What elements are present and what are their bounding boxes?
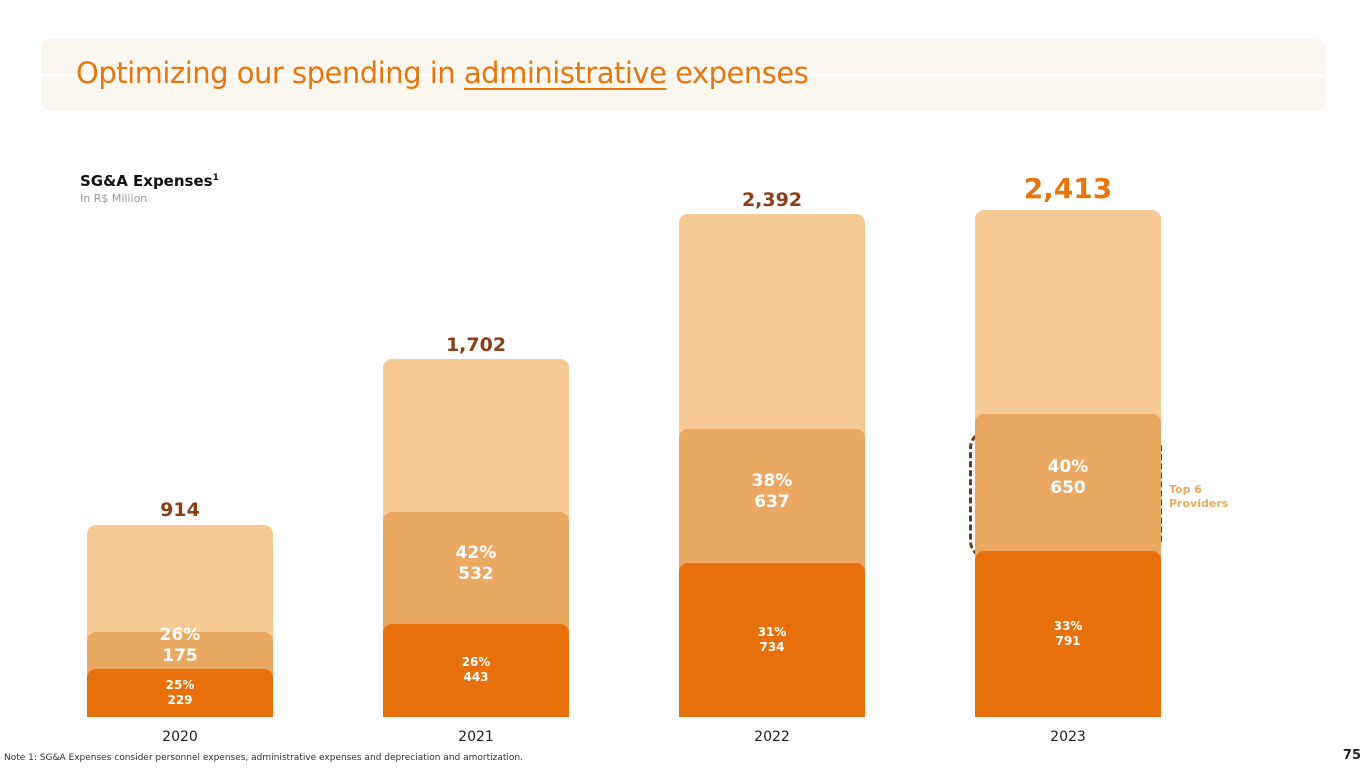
- data-label-2020-s1: 25% 229: [87, 678, 273, 708]
- data-label-2023-s1: 33% 791: [975, 619, 1161, 649]
- bar-segment-2020-s1: [87, 668, 273, 717]
- total-label-2020: 914: [160, 499, 200, 522]
- total-label-2021: 1,702: [445, 333, 507, 356]
- value-label: 637: [754, 491, 790, 512]
- total-label-2022: 2,392: [741, 188, 803, 211]
- pct-label: 33%: [1053, 618, 1083, 633]
- chart-title: SG&A Expenses1: [80, 172, 219, 190]
- value-label: 650: [1050, 478, 1086, 499]
- bar-segment-2023-s1: [975, 550, 1161, 717]
- page-title-before: Optimizing our spending in: [76, 56, 464, 90]
- bar-segment-2022-s2: [679, 428, 865, 572]
- x-tick-2023: 2023: [1050, 729, 1086, 745]
- data-label-2022-s1: 31% 734: [679, 625, 865, 655]
- page-title: Optimizing our spending in administrativ…: [76, 56, 809, 90]
- x-tick-2021: 2021: [458, 729, 494, 745]
- value-label: 229: [167, 692, 193, 707]
- footnote: Note 1: SG&A Expenses consider personnel…: [4, 753, 523, 763]
- pct-label: 26%: [159, 625, 201, 646]
- bar-segment-2020-s3: [87, 524, 273, 642]
- data-label-2020-s2: 26% 175: [87, 625, 273, 668]
- bar-segment-2023-s2: [975, 414, 1161, 560]
- title-band: [41, 39, 1326, 111]
- value-label: 791: [1055, 633, 1081, 648]
- top-providers-callout-label: Top 6 Providers: [1169, 483, 1228, 511]
- value-label: 532: [458, 563, 494, 584]
- value-label: 734: [759, 639, 785, 654]
- page-title-after: expenses: [666, 56, 809, 90]
- total-label-2023: 2,413: [1023, 171, 1113, 205]
- page-number: 75: [1342, 748, 1361, 763]
- pct-label: 25%: [165, 677, 195, 692]
- chart-title-text: SG&A Expenses: [80, 172, 213, 190]
- bar-segment-2022-s3: [679, 214, 865, 438]
- pct-label: 26%: [461, 655, 491, 670]
- pct-label: 31%: [757, 624, 787, 639]
- bar-segment-2023-s3: [975, 209, 1161, 424]
- x-tick-2020: 2020: [162, 729, 198, 745]
- callout-line-1: Top 6: [1169, 483, 1202, 496]
- bar-segment-2022-s1: [679, 562, 865, 717]
- pct-label: 42%: [455, 542, 497, 563]
- bar-segment-2021-s2: [383, 512, 569, 633]
- data-label-2021-s2: 42% 532: [383, 543, 569, 586]
- data-label-2022-s2: 38% 637: [679, 471, 865, 514]
- value-label: 443: [463, 670, 489, 685]
- x-tick-2022: 2022: [754, 729, 790, 745]
- chart-subtitle: In R$ Million: [80, 192, 148, 205]
- page-title-highlight: administrative: [463, 56, 667, 90]
- pct-label: 38%: [751, 470, 793, 491]
- chart-title-footnote-mark: 1: [212, 173, 219, 183]
- pct-label: 40%: [1047, 457, 1089, 478]
- value-label: 175: [162, 646, 198, 667]
- bar-segment-2021-s1: [383, 623, 569, 717]
- title-band-divider: [41, 74, 1326, 77]
- callout-line-2: Providers: [1169, 496, 1229, 510]
- data-label-2021-s1: 26% 443: [383, 655, 569, 685]
- bar-segment-2021-s3: [383, 359, 569, 522]
- data-label-2023-s2: 40% 650: [975, 457, 1161, 500]
